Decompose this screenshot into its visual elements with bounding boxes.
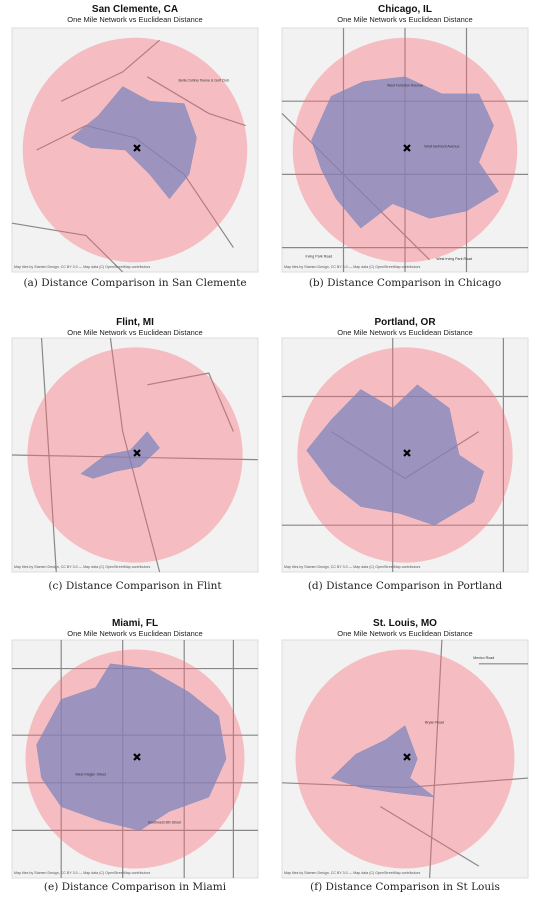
map-attribution: Map tiles by Stamen Design, CC BY 3.0 — …	[14, 871, 151, 875]
center-marker	[133, 449, 141, 457]
road	[429, 639, 443, 879]
road	[380, 806, 480, 867]
panel-caption: (a) Distance Comparison in San Clemente	[23, 277, 246, 289]
street-label: West Fullerton Avenue	[387, 84, 423, 88]
panel-title: San Clemente, CA	[92, 4, 178, 15]
panel-title: St. Louis, MO	[373, 618, 437, 629]
panel-caption: (b) Distance Comparison in Chicago	[309, 277, 501, 289]
panel-caption: (d) Distance Comparison in Portland	[308, 580, 503, 592]
street-label: Irving Park Road	[306, 254, 333, 258]
panel-subtitle: One Mile Network vs Euclidean Distance	[67, 328, 202, 337]
map-attribution: Map tiles by Stamen Design, CC BY 3.0 — …	[284, 265, 421, 269]
road	[109, 337, 161, 573]
panel-title: Miami, FL	[112, 618, 158, 629]
map-attribution: Map tiles by Stamen Design, CC BY 3.0 — …	[284, 565, 421, 569]
map-attribution: Map tiles by Stamen Design, CC BY 3.0 — …	[14, 265, 151, 269]
road	[146, 76, 246, 127]
road	[60, 39, 160, 102]
street-label: Bella Collina Towne & Golf Club	[179, 79, 230, 83]
panel-subtitle: One Mile Network vs Euclidean Distance	[337, 629, 472, 638]
street-label: West Flagler Street	[75, 773, 106, 777]
network-area	[80, 431, 160, 479]
network-area	[70, 86, 197, 200]
panel-subtitle: One Mile Network vs Euclidean Distance	[67, 15, 202, 24]
panel-subtitle: One Mile Network vs Euclidean Distance	[67, 629, 202, 638]
network-area	[36, 663, 227, 831]
center-marker	[403, 753, 411, 761]
panel-caption: (f) Distance Comparison in St Louis	[310, 881, 500, 893]
street-label: West Irving Park Road	[436, 257, 472, 261]
panel-caption: (e) Distance Comparison in Miami	[44, 881, 227, 893]
network-area	[330, 725, 436, 798]
panel-caption: (c) Distance Comparison in Flint	[48, 580, 222, 592]
street-label: Bryan Road	[425, 720, 444, 724]
street-label: Mexico Road	[473, 656, 494, 660]
street-label: Southwest 8th Street	[148, 820, 181, 824]
map-attribution: Map tiles by Stamen Design, CC BY 3.0 — …	[14, 565, 151, 569]
center-marker	[403, 144, 411, 152]
network-area	[311, 76, 499, 229]
road	[40, 337, 57, 573]
road	[11, 222, 124, 273]
center-marker	[133, 753, 141, 761]
panel-subtitle: One Mile Network vs Euclidean Distance	[337, 328, 472, 337]
panel-title: Chicago, IL	[378, 4, 432, 15]
street-label: West Belmont Avenue	[424, 145, 459, 149]
panel-title: Portland, OR	[374, 317, 436, 328]
panel-subtitle: One Mile Network vs Euclidean Distance	[337, 15, 472, 24]
center-marker	[403, 449, 411, 457]
panel-title: Flint, MI	[116, 317, 154, 328]
center-marker	[133, 144, 141, 152]
road	[147, 372, 234, 432]
network-area	[306, 384, 485, 526]
map-attribution: Map tiles by Stamen Design, CC BY 3.0 — …	[284, 871, 421, 875]
